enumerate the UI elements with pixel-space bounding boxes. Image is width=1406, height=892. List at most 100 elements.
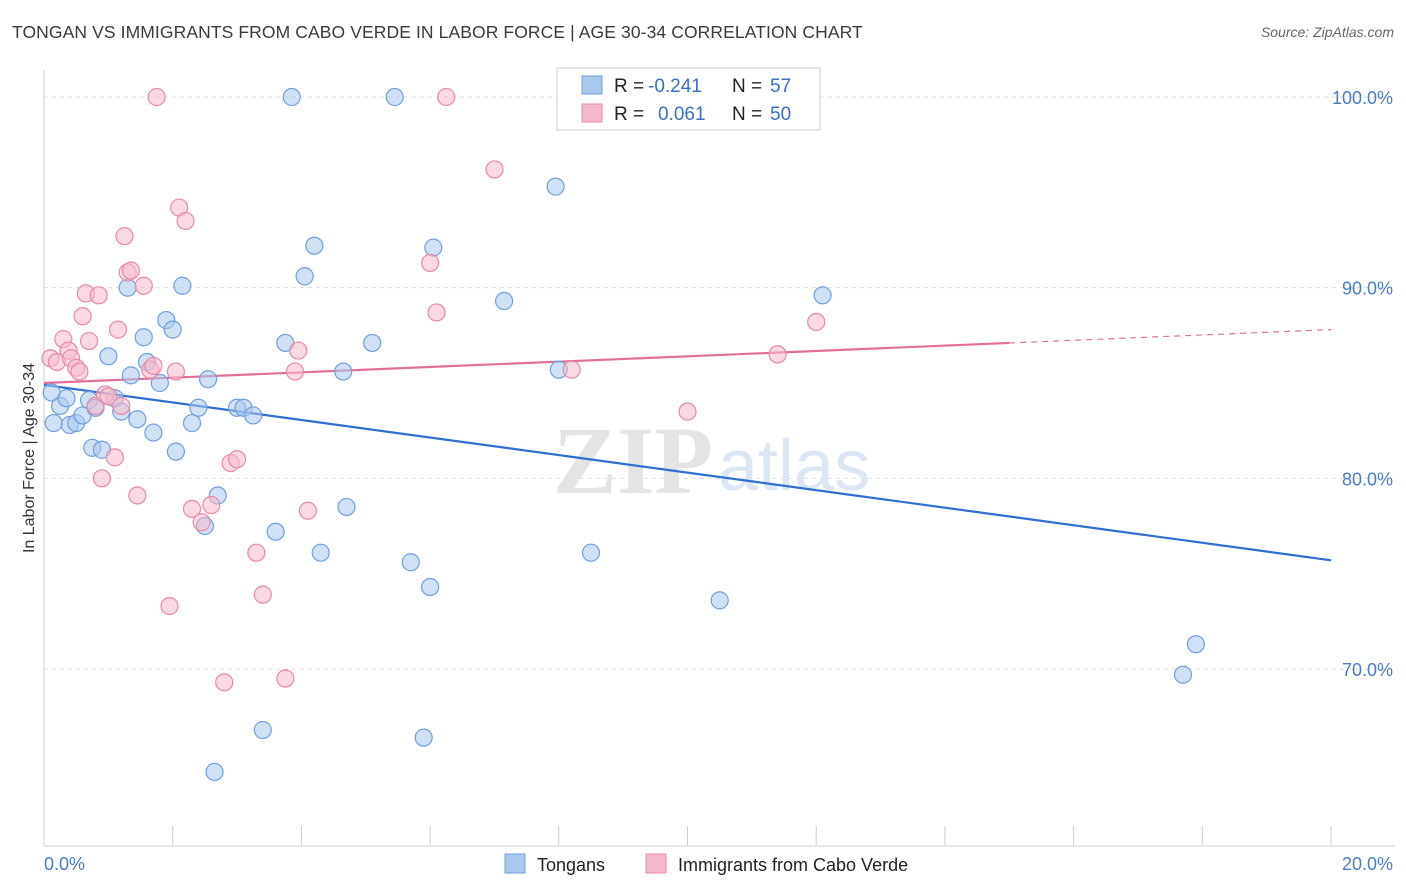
- point-cabo-verde-39: [298, 501, 317, 520]
- point-tongans-10: [99, 347, 118, 366]
- point-cabo-verde-30: [202, 495, 221, 515]
- stats-legend-n-label-2: N =: [732, 104, 762, 125]
- x-tick-label-1: 20.0%: [1342, 854, 1393, 874]
- series-cabo-verde: [41, 87, 826, 692]
- point-cabo-verde-20: [128, 486, 147, 505]
- point-cabo-verde-43: [485, 160, 504, 179]
- point-tongans-31: [266, 522, 285, 541]
- trend-line-cabo-verde-extension: [1009, 329, 1332, 344]
- series-legend: Tongans Immigrants from Cabo Verde: [504, 853, 908, 875]
- point-tongans-44: [495, 291, 514, 311]
- point-cabo-verde-12: [92, 469, 112, 488]
- point-tongans-41: [401, 553, 420, 572]
- point-tongans-24: [182, 413, 202, 433]
- point-cabo-verde-46: [768, 345, 787, 364]
- point-tongans-18: [144, 423, 163, 442]
- point-cabo-verde-49: [144, 356, 163, 375]
- point-cabo-verde-9: [79, 331, 99, 351]
- legend-swatch-tongans: [504, 853, 526, 874]
- point-tongans-16: [134, 328, 153, 347]
- point-cabo-verde-41: [427, 303, 446, 322]
- point-tongans-38: [337, 497, 356, 517]
- point-cabo-verde-34: [247, 543, 266, 562]
- point-cabo-verde-6: [70, 362, 89, 381]
- point-cabo-verde-24: [160, 596, 179, 616]
- trend-line-cabo-verde: [43, 341, 1010, 385]
- point-tongans-36: [311, 543, 330, 562]
- legend-label-tongans: Tongans: [537, 855, 605, 875]
- x-tick-labels: 0.0% 20.0%: [44, 854, 1393, 874]
- grid-lines: [44, 96, 1395, 670]
- point-cabo-verde-16: [108, 320, 128, 339]
- point-cabo-verde-25: [166, 362, 186, 381]
- point-cabo-verde-27: [176, 211, 195, 231]
- point-cabo-verde-15: [105, 448, 124, 467]
- point-tongans-51: [1186, 635, 1205, 654]
- stats-legend-r-label-2: R =: [614, 104, 644, 125]
- point-tongans-52: [253, 720, 272, 740]
- stats-legend-r-value-2: 0.061: [658, 104, 706, 125]
- y-tick-label-0: 100.0%: [1332, 88, 1393, 108]
- stats-legend-swatch-blue: [581, 75, 603, 95]
- point-cabo-verde-38: [289, 341, 308, 360]
- point-tongans-23: [173, 276, 192, 295]
- point-tongans-35: [305, 236, 324, 255]
- watermark-atlas: atlas: [718, 426, 870, 506]
- point-tongans-34: [295, 267, 314, 286]
- point-cabo-verde-29: [192, 513, 211, 532]
- point-tongans-54: [205, 762, 224, 782]
- point-cabo-verde-28: [182, 499, 202, 518]
- x-tick-label-0: 0.0%: [44, 854, 85, 874]
- legend-swatch-cabo-verde: [645, 853, 667, 874]
- watermark-zip: ZIP: [553, 407, 713, 514]
- series-tongans: [42, 87, 1205, 782]
- point-cabo-verde-17: [115, 227, 134, 246]
- axes: [43, 70, 1395, 847]
- point-cabo-verde-19: [121, 261, 140, 280]
- point-cabo-verde-44: [562, 360, 581, 379]
- y-tick-label-2: 80.0%: [1342, 469, 1393, 489]
- source-credit: Source: ZipAtlas.com: [1260, 24, 1394, 40]
- point-tongans-45: [546, 177, 565, 196]
- point-cabo-verde-45: [678, 402, 697, 421]
- point-cabo-verde-47: [807, 312, 826, 332]
- point-tongans-42: [421, 577, 440, 597]
- legend-label-cabo-verde: Immigrants from Cabo Verde: [678, 855, 908, 875]
- y-axis-label: In Labor Force | Age 30-34: [21, 363, 38, 553]
- point-tongans-13: [118, 278, 137, 297]
- point-cabo-verde-11: [89, 286, 108, 305]
- stats-legend-r-value-1: -0.241: [648, 76, 702, 97]
- point-tongans-48: [710, 591, 729, 610]
- point-tongans-49: [813, 286, 832, 305]
- point-tongans-30: [244, 406, 263, 425]
- point-tongans-50: [1173, 665, 1193, 684]
- y-tick-label-3: 70.0%: [1342, 660, 1393, 680]
- stats-legend-swatch-pink: [581, 103, 603, 123]
- point-tongans-21: [163, 320, 182, 339]
- data-points: [41, 87, 1205, 782]
- point-cabo-verde-35: [253, 585, 272, 604]
- point-cabo-verde-31: [215, 673, 234, 692]
- watermark: ZIP atlas: [553, 407, 870, 514]
- point-tongans-47: [581, 543, 601, 562]
- point-tongans-25: [189, 398, 208, 417]
- point-tongans-15: [128, 410, 147, 429]
- y-tick-labels: 100.0% 90.0% 80.0% 70.0%: [1332, 88, 1393, 680]
- point-tongans-14: [121, 366, 140, 385]
- stats-legend: R = -0.241 N = 57 R = 0.061 N = 50: [556, 67, 821, 131]
- point-cabo-verde-21: [134, 276, 153, 295]
- point-tongans-2: [57, 389, 76, 408]
- point-tongans-22: [166, 442, 186, 461]
- point-tongans-37: [334, 362, 353, 381]
- stats-legend-n-value-2: 50: [770, 104, 791, 125]
- point-cabo-verde-37: [285, 362, 305, 381]
- point-tongans-53: [414, 728, 433, 747]
- point-cabo-verde-40: [421, 253, 440, 272]
- point-tongans-19: [150, 373, 169, 393]
- point-tongans-40: [385, 87, 404, 107]
- chart-title: TONGAN VS IMMIGRANTS FROM CABO VERDE IN …: [12, 22, 863, 42]
- stats-legend-n-value-1: 57: [770, 76, 791, 97]
- stats-legend-r-label-1: R =: [614, 76, 644, 97]
- y-tick-label-1: 90.0%: [1342, 279, 1393, 299]
